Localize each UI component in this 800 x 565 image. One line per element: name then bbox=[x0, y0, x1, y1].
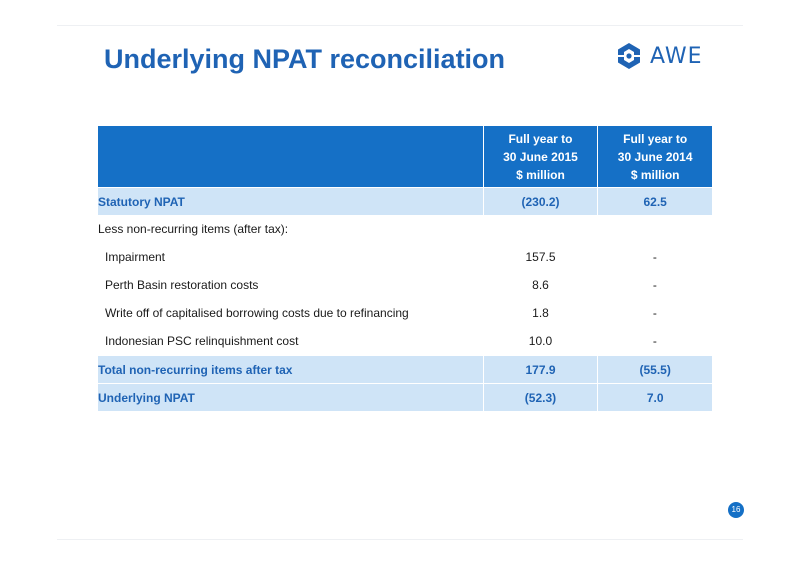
row-label: Impairment bbox=[105, 250, 166, 264]
table-row-perth-basin: Perth Basin restoration costs 8.6 - bbox=[98, 271, 712, 299]
logo-text: AWE bbox=[650, 43, 703, 69]
table-row-indonesian-psc: Indonesian PSC relinquishment cost 10.0 … bbox=[98, 327, 712, 356]
value-fy2014: - bbox=[652, 278, 657, 292]
table-row-statutory-npat: Statutory NPAT (230.2) 62.5 bbox=[98, 187, 712, 215]
row-label: Total non-recurring items after tax bbox=[98, 355, 484, 384]
page-title: Underlying NPAT reconciliation bbox=[104, 44, 506, 74]
slide-frame bbox=[57, 25, 743, 540]
header-fy2015: Full year to 30 June 2015 $ million bbox=[482, 126, 598, 188]
value-fy2015 bbox=[483, 215, 598, 243]
header-fy2014-line3: $ million bbox=[630, 167, 680, 182]
table-row-write-off: Write off of capitalised borrowing costs… bbox=[98, 299, 712, 327]
header-label-cell bbox=[98, 126, 484, 188]
value-fy2014: - bbox=[652, 250, 657, 264]
value-fy2015: (52.3) bbox=[482, 383, 598, 411]
value-fy2015: 10.0 bbox=[528, 334, 553, 348]
table-row-underlying-npat: Underlying NPAT (52.3) 7.0 bbox=[98, 383, 712, 411]
row-label: Statutory NPAT bbox=[98, 187, 484, 215]
value-fy2015: 1.8 bbox=[532, 306, 549, 320]
page-number-badge: 16 bbox=[728, 502, 744, 518]
header-fy2014-line1: Full year to bbox=[623, 131, 688, 146]
awe-logo-icon bbox=[614, 41, 644, 71]
value-fy2014: - bbox=[652, 306, 657, 320]
value-fy2015: 177.9 bbox=[482, 355, 598, 384]
row-label: Write off of capitalised borrowing costs… bbox=[105, 306, 409, 320]
value-fy2015: 157.5 bbox=[525, 250, 556, 264]
table-row-impairment: Impairment 157.5 - bbox=[98, 243, 712, 271]
npat-reconciliation-table: Full year to 30 June 2015 $ million Full… bbox=[98, 126, 712, 411]
value-fy2014: (55.5) bbox=[597, 355, 712, 384]
table-header-row: Full year to 30 June 2015 $ million Full… bbox=[98, 126, 712, 188]
value-fy2014 bbox=[598, 215, 712, 243]
value-fy2014: - bbox=[652, 334, 657, 348]
row-label: Indonesian PSC relinquishment cost bbox=[105, 334, 299, 348]
company-logo: AWE bbox=[614, 40, 703, 72]
value-fy2014: 7.0 bbox=[597, 383, 712, 411]
row-label: Perth Basin restoration costs bbox=[105, 278, 259, 292]
header-fy2015-line2: 30 June 2015 bbox=[503, 149, 578, 164]
row-label: Less non-recurring items (after tax): bbox=[98, 222, 289, 236]
table-row-total-non-recurring: Total non-recurring items after tax 177.… bbox=[98, 355, 712, 384]
header-fy2014: Full year to 30 June 2014 $ million bbox=[597, 126, 712, 188]
header-fy2015-line1: Full year to bbox=[508, 131, 573, 146]
header-fy2014-line2: 30 June 2014 bbox=[617, 149, 693, 164]
row-label: Underlying NPAT bbox=[98, 383, 484, 411]
table-row-less-heading: Less non-recurring items (after tax): bbox=[98, 215, 712, 243]
value-fy2014: 62.5 bbox=[597, 187, 712, 215]
value-fy2015: 8.6 bbox=[532, 278, 549, 292]
header-fy2015-line3: $ million bbox=[516, 167, 565, 182]
value-fy2015: (230.2) bbox=[482, 187, 598, 215]
